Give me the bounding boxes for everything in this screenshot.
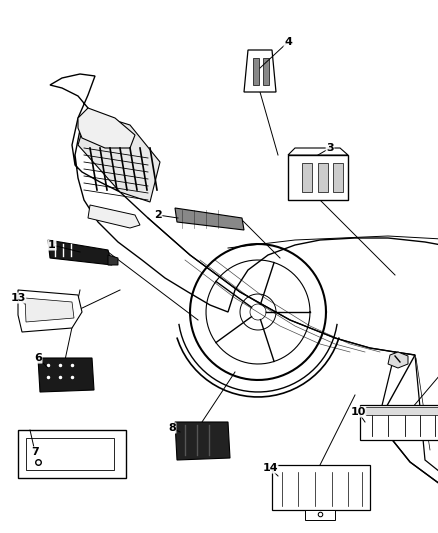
FancyBboxPatch shape [360,405,438,440]
Polygon shape [18,290,82,332]
Text: 8: 8 [168,423,176,433]
Polygon shape [244,50,276,92]
Polygon shape [288,148,348,155]
FancyBboxPatch shape [272,465,370,510]
FancyBboxPatch shape [26,438,114,470]
Text: 10: 10 [350,407,366,417]
FancyBboxPatch shape [365,407,438,415]
Polygon shape [38,358,94,392]
Polygon shape [333,163,343,192]
Text: 14: 14 [262,463,278,473]
Text: 4: 4 [284,37,292,47]
Polygon shape [388,352,408,368]
Polygon shape [88,205,140,228]
Polygon shape [302,163,312,192]
Polygon shape [48,240,112,265]
Polygon shape [175,208,244,230]
Polygon shape [175,422,230,460]
Text: 1: 1 [48,240,56,250]
Text: 2: 2 [154,210,162,220]
Polygon shape [25,298,74,322]
Polygon shape [253,58,259,85]
Polygon shape [288,155,348,200]
Polygon shape [263,58,269,85]
Polygon shape [78,108,135,148]
Polygon shape [50,74,438,508]
Text: 7: 7 [31,447,39,457]
Polygon shape [78,112,160,202]
FancyBboxPatch shape [18,430,126,478]
Polygon shape [318,163,328,192]
Text: 3: 3 [326,143,334,153]
Polygon shape [108,255,118,265]
Polygon shape [305,510,335,520]
Text: 13: 13 [11,293,26,303]
Text: 6: 6 [34,353,42,363]
